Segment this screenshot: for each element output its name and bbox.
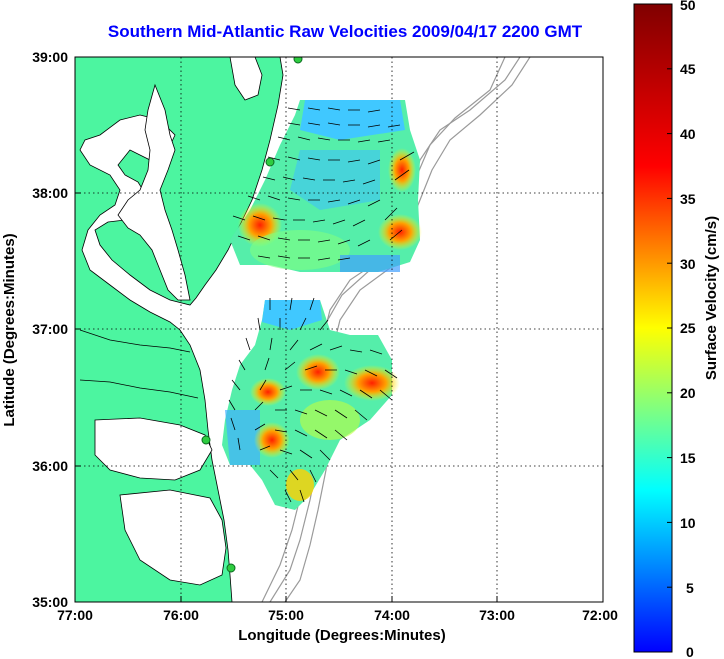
x-tick-label: 73:00 xyxy=(479,607,515,623)
tick-marks xyxy=(74,56,604,603)
x-tick-label: 74:00 xyxy=(374,607,410,623)
colorbar-tick-label: 20 xyxy=(680,385,696,401)
colorbar-tick-label: 40 xyxy=(680,126,696,142)
velocity-field-north xyxy=(230,100,422,272)
coastal-river-2 xyxy=(79,379,199,399)
grid-lines xyxy=(75,57,603,602)
radar-stations xyxy=(201,57,303,573)
y-tick-label: 35:00 xyxy=(32,594,68,610)
colorbar-label: Surface Velocity (cm/s) xyxy=(703,216,720,380)
y-tick-label: 37:00 xyxy=(32,321,68,337)
colorbar-tick-label: 15 xyxy=(680,450,696,466)
colorbar-ticks xyxy=(667,3,672,653)
albemarle-sound xyxy=(94,417,213,481)
radar-station-marker xyxy=(201,435,211,445)
delaware-bay xyxy=(229,57,263,101)
radar-station-marker xyxy=(293,57,303,64)
colorbar-tick-label: 30 xyxy=(680,256,696,272)
radar-station-marker xyxy=(226,563,236,573)
x-tick-label: 77:00 xyxy=(57,607,93,623)
y-tick-label: 39:00 xyxy=(32,49,68,65)
colorbar-tick-label: 25 xyxy=(680,320,696,336)
y-tick-label: 38:00 xyxy=(32,185,68,201)
velocity-field-south xyxy=(222,297,400,510)
chesapeake-bay xyxy=(117,83,191,301)
pamlico-sound xyxy=(119,489,227,586)
coastal-river xyxy=(79,329,191,353)
colorbar-tick-label: 35 xyxy=(680,191,696,207)
y-tick-label: 36:00 xyxy=(32,458,68,474)
colorbar-tick-label: 5 xyxy=(686,580,694,596)
y-axis-label: Latitude (Degrees:Minutes) xyxy=(1,233,18,426)
colorbar-tick-label: 45 xyxy=(680,61,696,77)
colorbar-tick-label: 10 xyxy=(680,515,696,531)
x-tick-label: 72:00 xyxy=(582,607,618,623)
colorbar xyxy=(633,3,673,653)
x-tick-label: 75:00 xyxy=(268,607,304,623)
map-title: Southern Mid-Atlantic Raw Velocities 200… xyxy=(107,22,583,41)
colorbar-tick-label: 0 xyxy=(686,644,694,659)
x-axis-label: Longitude (Degrees:Minutes) xyxy=(238,627,446,644)
x-tick-label: 76:00 xyxy=(163,607,199,623)
colorbar-tick-label: 50 xyxy=(680,0,696,13)
radar-station-marker xyxy=(265,157,275,167)
